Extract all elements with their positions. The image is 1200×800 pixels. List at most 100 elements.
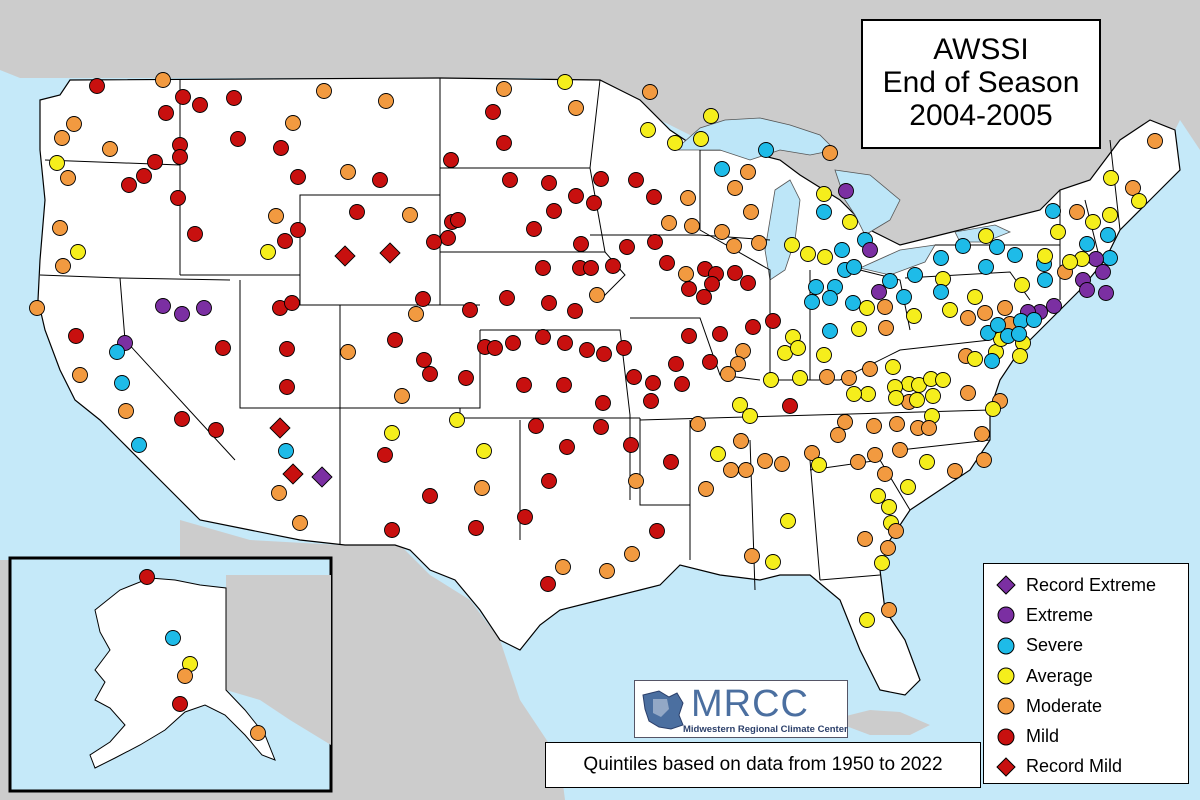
station-marker-record-mild [269, 417, 291, 439]
station-marker-mild [541, 175, 557, 191]
station-marker-mild [745, 319, 761, 335]
station-marker-severe [955, 238, 971, 254]
logo-subtitle: Midwestern Regional Climate Center [683, 724, 848, 735]
station-marker-severe [990, 317, 1006, 333]
station-marker-moderate [55, 258, 71, 274]
station-marker-average [859, 300, 875, 316]
station-marker-average [846, 386, 862, 402]
station-marker-mild [696, 289, 712, 305]
station-marker-severe [1011, 326, 1027, 342]
station-marker-moderate [960, 385, 976, 401]
station-marker-mild [593, 419, 609, 435]
title-line-1: AWSSI [933, 33, 1029, 66]
station-marker-severe [834, 242, 850, 258]
lake-michigan [764, 179, 801, 281]
station-marker-moderate [680, 190, 696, 206]
station-marker-average [935, 372, 951, 388]
station-marker-mild [573, 236, 589, 252]
station-marker-severe [933, 284, 949, 300]
circle-marker-icon [997, 728, 1015, 746]
station-marker-extreme [838, 183, 854, 199]
station-marker-average [70, 244, 86, 260]
station-marker-mild [595, 395, 611, 411]
station-marker-mild [712, 326, 728, 342]
station-marker-moderate [888, 523, 904, 539]
legend-item-extreme: Extreme [996, 600, 1188, 630]
station-marker-moderate [268, 208, 284, 224]
station-marker-moderate [177, 668, 193, 684]
station-marker-average [1037, 248, 1053, 264]
station-marker-moderate [684, 218, 700, 234]
station-marker-severe [1026, 312, 1042, 328]
station-marker-moderate [661, 215, 677, 231]
station-marker-extreme [196, 300, 212, 316]
station-marker-severe [907, 267, 923, 283]
station-marker-average [817, 249, 833, 265]
station-marker-severe [989, 239, 1005, 255]
station-marker-moderate [723, 462, 739, 478]
station-marker-mild [175, 89, 191, 105]
station-marker-moderate [726, 238, 742, 254]
station-marker-mild [583, 260, 599, 276]
station-marker-mild [290, 169, 306, 185]
station-marker-average [732, 397, 748, 413]
lake-erie [858, 244, 936, 276]
station-marker-mild [485, 104, 501, 120]
station-marker-average [742, 408, 758, 424]
station-marker-moderate [774, 456, 790, 472]
legend-label: Record Mild [1026, 756, 1123, 777]
station-marker-average [800, 246, 816, 262]
station-marker-mild [619, 239, 635, 255]
station-marker-moderate [340, 344, 356, 360]
station-marker-mild [502, 172, 518, 188]
station-marker-moderate [250, 725, 266, 741]
station-marker-average [792, 370, 808, 386]
station-marker-moderate [738, 462, 754, 478]
station-marker-average [885, 359, 901, 375]
station-marker-moderate [822, 145, 838, 161]
station-marker-mild [172, 149, 188, 165]
station-marker-moderate [720, 366, 736, 382]
station-marker-mild [279, 341, 295, 357]
station-marker-mild [535, 260, 551, 276]
station-marker-mild [172, 696, 188, 712]
station-marker-mild [450, 212, 466, 228]
station-marker-severe [984, 353, 1000, 369]
station-marker-average [909, 392, 925, 408]
station-marker-severe [1102, 250, 1118, 266]
legend-item-moderate: Moderate [996, 691, 1188, 721]
station-marker-moderate [316, 83, 332, 99]
station-marker-average [851, 321, 867, 337]
station-marker-moderate [877, 299, 893, 315]
station-marker-moderate [496, 81, 512, 97]
station-marker-severe [816, 204, 832, 220]
station-marker-severe [882, 273, 898, 289]
station-marker-moderate [589, 287, 605, 303]
station-marker-average [942, 302, 958, 318]
station-marker-mild [279, 379, 295, 395]
station-marker-mild [528, 418, 544, 434]
mrcc-logo: MRCC Midwestern Regional Climate Center [634, 680, 848, 738]
station-marker-moderate [52, 220, 68, 236]
station-marker-moderate [892, 442, 908, 458]
station-marker-moderate [733, 433, 749, 449]
station-marker-moderate [1147, 133, 1163, 149]
station-marker-moderate [740, 164, 756, 180]
station-marker-mild [645, 375, 661, 391]
station-marker-mild [230, 131, 246, 147]
station-marker-severe [808, 279, 824, 295]
station-marker-mild [170, 190, 186, 206]
station-marker-average [49, 155, 65, 171]
station-marker-mild [541, 473, 557, 489]
station-marker-average [765, 554, 781, 570]
station-marker-average [640, 122, 656, 138]
station-marker-average [860, 386, 876, 402]
station-marker-mild [496, 135, 512, 151]
station-marker-mild [704, 276, 720, 292]
station-marker-average [1131, 193, 1147, 209]
station-marker-average [693, 131, 709, 147]
diamond-marker-icon [996, 575, 1016, 595]
station-marker-mild [139, 569, 155, 585]
station-marker-mild [541, 295, 557, 311]
logo-name: MRCC [691, 683, 809, 725]
